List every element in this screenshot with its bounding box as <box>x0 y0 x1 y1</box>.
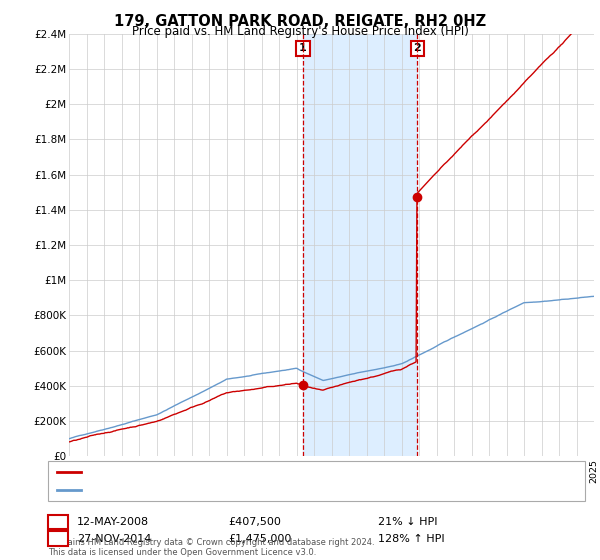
Text: Contains HM Land Registry data © Crown copyright and database right 2024.
This d: Contains HM Land Registry data © Crown c… <box>48 538 374 557</box>
Text: 128% ↑ HPI: 128% ↑ HPI <box>378 534 445 544</box>
Text: HPI: Average price, detached house, Reigate and Banstead: HPI: Average price, detached house, Reig… <box>85 485 380 495</box>
Bar <box>303 34 417 456</box>
Text: 2: 2 <box>54 534 62 544</box>
Text: 1: 1 <box>299 43 307 53</box>
Text: 1: 1 <box>54 517 62 527</box>
Text: 179, GATTON PARK ROAD, REIGATE, RH2 0HZ: 179, GATTON PARK ROAD, REIGATE, RH2 0HZ <box>114 14 486 29</box>
Text: 12-MAY-2008: 12-MAY-2008 <box>77 517 149 527</box>
Text: Price paid vs. HM Land Registry's House Price Index (HPI): Price paid vs. HM Land Registry's House … <box>131 25 469 38</box>
Text: 179, GATTON PARK ROAD, REIGATE, RH2 0HZ (detached house): 179, GATTON PARK ROAD, REIGATE, RH2 0HZ … <box>85 467 403 477</box>
Text: 2: 2 <box>413 43 421 53</box>
Text: 21% ↓ HPI: 21% ↓ HPI <box>378 517 437 527</box>
Text: £407,500: £407,500 <box>228 517 281 527</box>
Text: £1,475,000: £1,475,000 <box>228 534 292 544</box>
Text: 27-NOV-2014: 27-NOV-2014 <box>77 534 151 544</box>
